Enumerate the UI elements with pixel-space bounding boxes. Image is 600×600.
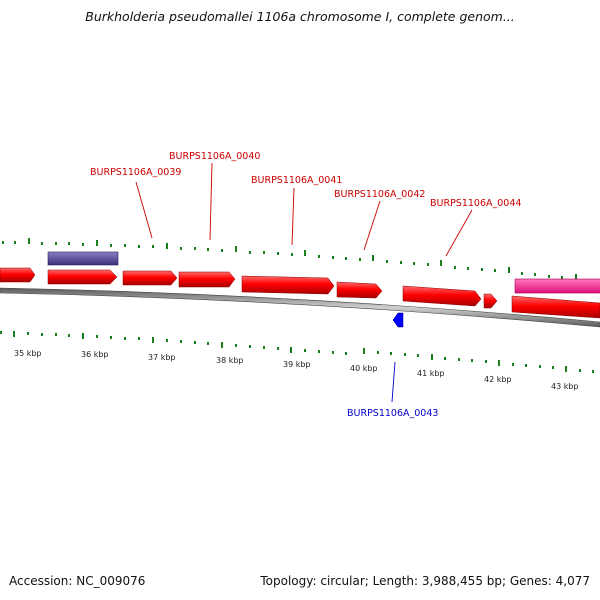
lower-tick-row bbox=[0, 331, 594, 373]
misc-feature[interactable] bbox=[514, 278, 600, 294]
upper-tick-row bbox=[2, 238, 590, 282]
rna-feature[interactable] bbox=[47, 251, 119, 266]
map-title: Burkholderia pseudomallei 1106a chromoso… bbox=[85, 9, 515, 24]
chromosome-backbone bbox=[0, 287, 600, 328]
gene-label-0039[interactable]: BURPS1106A_0039 bbox=[90, 167, 181, 178]
gene-label-0043[interactable]: BURPS1106A_0043 bbox=[347, 408, 438, 419]
gene-arrow[interactable] bbox=[122, 270, 178, 286]
label-leader-lines bbox=[135, 162, 473, 403]
gene-label-0044[interactable]: BURPS1106A_0044 bbox=[430, 198, 521, 209]
scale-label: 42 kbp bbox=[484, 375, 512, 384]
gene-arrow[interactable] bbox=[483, 293, 498, 309]
accession-text: Accession: NC_009076 bbox=[9, 574, 146, 588]
gene-label-0042[interactable]: BURPS1106A_0042 bbox=[334, 189, 425, 200]
scale-label: 38 kbp bbox=[216, 356, 244, 365]
scale-label: 36 kbp bbox=[81, 350, 109, 359]
gene-arrow[interactable] bbox=[178, 271, 236, 288]
gene-arrow[interactable] bbox=[336, 281, 383, 299]
gene-arrow[interactable] bbox=[402, 285, 482, 307]
gene-arrow[interactable] bbox=[47, 269, 118, 285]
gene-label-0040[interactable]: BURPS1106A_0040 bbox=[169, 151, 260, 162]
gene-label-0041[interactable]: BURPS1106A_0041 bbox=[251, 175, 342, 186]
forward-genes[interactable] bbox=[0, 267, 600, 319]
scale-label: 35 kbp bbox=[14, 349, 42, 358]
scale-label: 37 kbp bbox=[148, 353, 176, 362]
genome-summary-text: Topology: circular; Length: 3,988,455 bp… bbox=[260, 574, 590, 588]
scale-label: 41 kbp bbox=[417, 369, 445, 378]
gene-arrow[interactable] bbox=[0, 267, 36, 283]
gene-arrow[interactable] bbox=[241, 275, 335, 295]
reverse-gene-arrow[interactable] bbox=[392, 312, 404, 328]
scale-label: 40 kbp bbox=[350, 364, 378, 373]
scale-label: 43 kbp bbox=[551, 382, 579, 391]
scale-label: 39 kbp bbox=[283, 360, 311, 369]
gene-arrow[interactable] bbox=[511, 295, 600, 319]
